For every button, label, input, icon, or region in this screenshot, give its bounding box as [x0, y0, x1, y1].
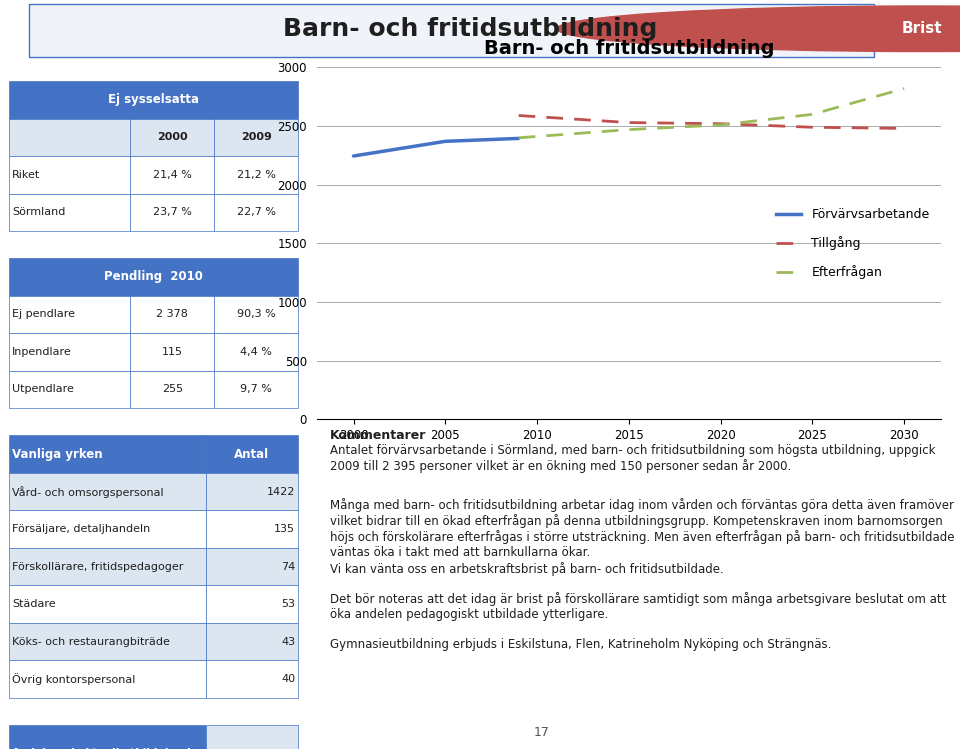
FancyBboxPatch shape	[10, 81, 298, 118]
Text: Sörmland: Sörmland	[12, 207, 65, 217]
Text: 21,2 %: 21,2 %	[237, 170, 276, 180]
Text: Försäljare, detaljhandeln: Försäljare, detaljhandeln	[12, 524, 151, 534]
FancyBboxPatch shape	[10, 371, 131, 408]
Text: 53: 53	[281, 599, 295, 609]
Text: 21,4 %: 21,4 %	[153, 170, 192, 180]
Text: Det bör noteras att det idag är brist på förskollärare samtidigt som många arbet: Det bör noteras att det idag är brist på…	[329, 592, 946, 622]
FancyBboxPatch shape	[205, 623, 298, 661]
Text: Köks- och restaurangbiträde: Köks- och restaurangbiträde	[12, 637, 170, 646]
FancyBboxPatch shape	[131, 371, 214, 408]
FancyBboxPatch shape	[10, 511, 205, 548]
FancyBboxPatch shape	[214, 156, 298, 193]
Text: Övrig kontorspersonal: Övrig kontorspersonal	[12, 673, 135, 685]
Legend: Förvärvsarbetande, Tillgång, Efterfrågan: Förvärvsarbetande, Tillgång, Efterfrågan	[771, 203, 934, 284]
Text: 4,4 %: 4,4 %	[240, 347, 272, 357]
FancyBboxPatch shape	[131, 118, 214, 156]
Text: 2000: 2000	[157, 133, 188, 142]
FancyBboxPatch shape	[131, 156, 214, 193]
Text: Ej sysselsatta: Ej sysselsatta	[108, 94, 199, 106]
Text: Vård- och omsorgspersonal: Vård- och omsorgspersonal	[12, 486, 164, 497]
Text: Antalet förvärvsarbetande i Sörmland, med barn- och fritidsutbildning som högsta: Antalet förvärvsarbetande i Sörmland, me…	[329, 444, 935, 473]
Title: Barn- och fritidsutbildning: Barn- och fritidsutbildning	[484, 38, 774, 58]
FancyBboxPatch shape	[10, 156, 131, 193]
Text: Förskollärare, fritidspedagoger: Förskollärare, fritidspedagoger	[12, 562, 183, 571]
FancyBboxPatch shape	[10, 725, 205, 749]
Text: 22,7 %: 22,7 %	[236, 207, 276, 217]
Text: Inpendlare: Inpendlare	[12, 347, 72, 357]
FancyBboxPatch shape	[214, 371, 298, 408]
FancyBboxPatch shape	[10, 193, 131, 231]
Text: 255: 255	[162, 384, 183, 395]
FancyBboxPatch shape	[10, 586, 205, 623]
Text: Antal: Antal	[234, 448, 270, 461]
Text: Pendling  2010: Pendling 2010	[105, 270, 203, 284]
Text: Ej pendlare: Ej pendlare	[12, 309, 75, 320]
Text: Kommentarer: Kommentarer	[329, 429, 426, 443]
FancyBboxPatch shape	[214, 333, 298, 371]
FancyBboxPatch shape	[214, 118, 298, 156]
FancyBboxPatch shape	[214, 296, 298, 333]
FancyBboxPatch shape	[205, 725, 298, 749]
Text: 90,3 %: 90,3 %	[237, 309, 276, 320]
FancyBboxPatch shape	[10, 473, 205, 511]
Circle shape	[557, 6, 960, 52]
FancyBboxPatch shape	[205, 511, 298, 548]
FancyBboxPatch shape	[205, 435, 298, 473]
FancyBboxPatch shape	[10, 623, 205, 661]
Text: 2 378: 2 378	[156, 309, 188, 320]
Text: Städare: Städare	[12, 599, 56, 609]
Text: Barn- och fritidsutbildning: Barn- och fritidsutbildning	[283, 16, 658, 40]
FancyBboxPatch shape	[205, 586, 298, 623]
Text: Gymnasieutbildning erbjuds i Eskilstuna, Flen, Katrineholm Nyköping och Strängnä: Gymnasieutbildning erbjuds i Eskilstuna,…	[329, 638, 831, 651]
FancyBboxPatch shape	[131, 296, 214, 333]
Text: 135: 135	[275, 524, 295, 534]
FancyBboxPatch shape	[214, 193, 298, 231]
Text: 9,7 %: 9,7 %	[240, 384, 272, 395]
FancyBboxPatch shape	[205, 473, 298, 511]
FancyBboxPatch shape	[10, 258, 298, 296]
FancyBboxPatch shape	[10, 661, 205, 698]
Text: Riket: Riket	[12, 170, 40, 180]
Text: 23,7 %: 23,7 %	[153, 207, 192, 217]
FancyBboxPatch shape	[10, 333, 131, 371]
FancyBboxPatch shape	[10, 296, 131, 333]
FancyBboxPatch shape	[29, 4, 874, 57]
FancyBboxPatch shape	[10, 118, 131, 156]
FancyBboxPatch shape	[205, 548, 298, 586]
Text: 17: 17	[534, 726, 550, 739]
Text: 115: 115	[162, 347, 182, 357]
Text: 2009: 2009	[241, 133, 272, 142]
FancyBboxPatch shape	[131, 333, 214, 371]
FancyBboxPatch shape	[10, 435, 205, 473]
Text: Utpendlare: Utpendlare	[12, 384, 74, 395]
Text: 40: 40	[281, 674, 295, 684]
FancyBboxPatch shape	[205, 661, 298, 698]
Text: Andel med aktuell utbildning i
förhållande till riket: Andel med aktuell utbildning i förhållan…	[12, 748, 191, 749]
Text: 43: 43	[281, 637, 295, 646]
Text: 1422: 1422	[267, 487, 295, 497]
FancyBboxPatch shape	[131, 193, 214, 231]
Text: 74: 74	[281, 562, 295, 571]
Text: Vanliga yrken: Vanliga yrken	[12, 448, 103, 461]
Text: Brist: Brist	[901, 21, 942, 36]
FancyBboxPatch shape	[10, 548, 205, 586]
Text: Många med barn- och fritidsutbildning arbetar idag inom vården och förväntas gör: Många med barn- och fritidsutbildning ar…	[329, 498, 954, 576]
